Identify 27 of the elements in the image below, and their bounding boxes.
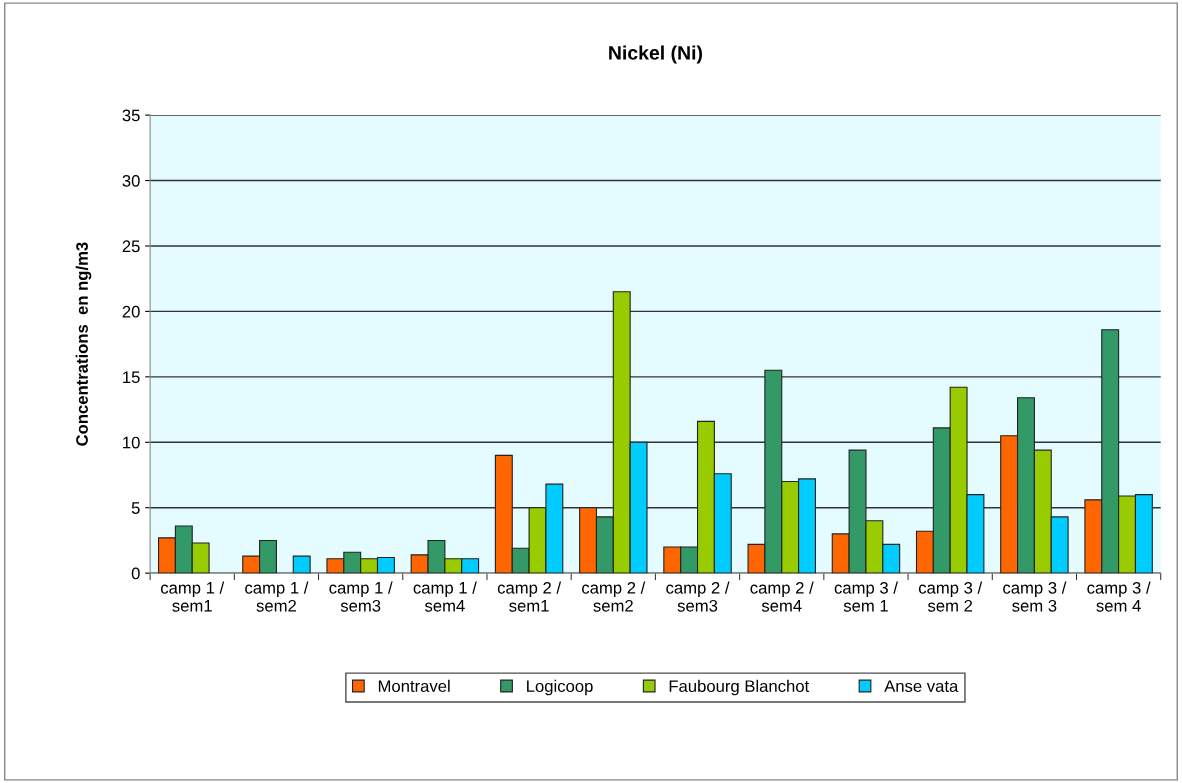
x-tick-label: camp 1 / sem4 bbox=[413, 581, 477, 612]
x-tick-label: camp 1 / sem3 bbox=[329, 581, 393, 612]
bar bbox=[292, 555, 311, 574]
x-tick-label: camp 2 / sem1 bbox=[497, 581, 562, 612]
legend-label: Anse vata bbox=[884, 680, 959, 693]
y-tick-label: 10 bbox=[123, 436, 140, 449]
x-tick-label: camp 3 / sem 2 bbox=[918, 581, 983, 612]
y-tick-label: 15 bbox=[123, 371, 140, 384]
y-tick-label: 30 bbox=[122, 174, 140, 187]
legend-label: Faubourg Blanchot bbox=[669, 679, 810, 696]
y-tick-label: 35 bbox=[122, 109, 140, 122]
x-tick-label: camp 3 / sem 3 bbox=[1003, 581, 1067, 612]
x-tick-label: camp 2 / sem2 bbox=[582, 581, 646, 612]
x-tick-label: camp 1 / sem1 bbox=[160, 581, 225, 612]
legend-label: Logicoop bbox=[527, 679, 593, 696]
y-tick-label: 0 bbox=[131, 567, 140, 580]
y-tick-label: 5 bbox=[131, 502, 140, 514]
x-tick-label: camp 3 / sem 4 bbox=[1087, 581, 1151, 612]
legend-label: Montravel bbox=[378, 679, 450, 693]
y-tick-label: 25 bbox=[122, 240, 140, 253]
chart-title: Nickel (Ni) bbox=[609, 45, 702, 64]
y-tick-label: 20 bbox=[122, 305, 140, 318]
y-axis-title: Concentrations en ng/m3 bbox=[75, 242, 92, 446]
x-tick-label: camp 3 / sem 1 bbox=[834, 581, 898, 612]
x-tick-label: camp 2 / sem4 bbox=[750, 581, 814, 612]
x-tick-label: camp 2 / sem3 bbox=[666, 581, 730, 612]
x-tick-label: camp 1 / sem2 bbox=[245, 581, 309, 612]
